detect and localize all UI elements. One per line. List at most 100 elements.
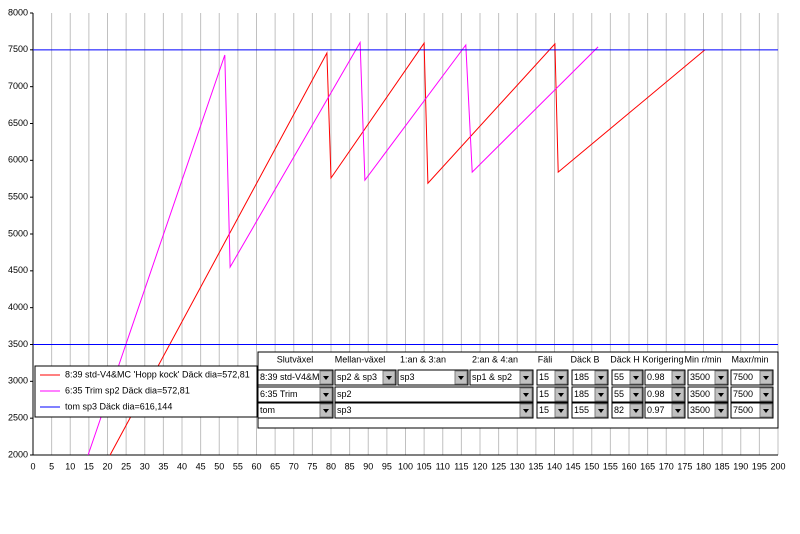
x-tick-label: 20 <box>102 461 112 471</box>
column-header: Korigering <box>642 354 683 364</box>
y-tick-label: 4500 <box>8 265 28 275</box>
y-tick-label: 4000 <box>8 302 28 312</box>
column-header: 1:an & 3:an <box>400 354 446 364</box>
x-tick-label: 175 <box>677 461 692 471</box>
dropdown-value: 3500 <box>690 389 710 399</box>
dropdown-field[interactable] <box>334 402 534 419</box>
dropdown-value: 7500 <box>733 389 753 399</box>
x-tick-label: 55 <box>233 461 243 471</box>
dropdown-arrow <box>558 393 564 397</box>
dropdown-arrow <box>323 376 329 380</box>
legend-label: 8:39 std-V4&MC 'Hopp kock' Däck dia=572,… <box>65 369 250 379</box>
x-tick-label: 195 <box>752 461 767 471</box>
dropdown-arrow <box>523 393 529 397</box>
dropdown-arrow <box>558 376 564 380</box>
x-tick-label: 180 <box>696 461 711 471</box>
dropdown-arrow <box>598 393 604 397</box>
dropdown-arrow <box>718 409 724 413</box>
dropdown-value: 185 <box>574 389 589 399</box>
x-tick-label: 90 <box>363 461 373 471</box>
dropdown-value: 7500 <box>733 405 753 415</box>
x-tick-label: 130 <box>510 461 525 471</box>
x-tick-label: 155 <box>603 461 618 471</box>
column-header: Mellan-växel <box>335 354 386 364</box>
x-tick-label: 60 <box>251 461 261 471</box>
column-header: Min r/min <box>684 354 721 364</box>
legend-box <box>34 365 258 418</box>
dropdown-arrow <box>718 393 724 397</box>
dropdown-value: 185 <box>574 372 589 382</box>
y-tick-label: 6500 <box>8 118 28 128</box>
x-tick-label: 85 <box>345 461 355 471</box>
dropdown-field[interactable] <box>334 386 534 403</box>
dropdown-field[interactable] <box>397 369 469 386</box>
dropdown-value: 15 <box>539 405 549 415</box>
x-tick-label: 110 <box>436 461 450 471</box>
y-tick-label: 2000 <box>8 449 28 459</box>
x-tick-label: 80 <box>326 461 336 471</box>
y-tick-label: 6000 <box>8 155 28 165</box>
dropdown-value: 82 <box>614 405 624 415</box>
dropdown-value: 6:35 Trim <box>260 389 298 399</box>
dropdown-value: 3500 <box>690 405 710 415</box>
x-tick-label: 165 <box>640 461 655 471</box>
dropdown-arrow <box>675 409 681 413</box>
dropdown-arrow <box>598 376 604 380</box>
dropdown-arrow <box>763 393 769 397</box>
x-tick-label: 135 <box>528 461 543 471</box>
dropdown-arrow <box>323 409 329 413</box>
y-tick-label: 7000 <box>8 81 28 91</box>
legend: 8:39 std-V4&MC 'Hopp kock' Däck dia=572,… <box>34 365 258 418</box>
x-tick-label: 10 <box>65 461 75 471</box>
x-tick-label: 100 <box>398 461 413 471</box>
y-tick-label: 3500 <box>8 339 28 349</box>
dropdown-field[interactable] <box>469 369 534 386</box>
x-tick-label: 170 <box>659 461 674 471</box>
dropdown-value: 15 <box>539 372 549 382</box>
x-tick-label: 25 <box>121 461 131 471</box>
x-tick-label: 200 <box>770 461 785 471</box>
y-tick-label: 5000 <box>8 228 28 238</box>
x-tick-label: 35 <box>158 461 168 471</box>
x-tick-label: 0 <box>30 461 35 471</box>
x-tick-label: 190 <box>733 461 748 471</box>
series-line <box>109 41 706 456</box>
dropdown-value: 8:39 std-V4&MC <box>260 372 327 382</box>
legend-label: 6:35 Trim sp2 Däck dia=572,81 <box>65 385 190 395</box>
x-tick-label: 95 <box>382 461 392 471</box>
dropdown-arrow <box>633 393 639 397</box>
dropdown-value: 0.98 <box>647 372 665 382</box>
x-tick-label: 15 <box>84 461 94 471</box>
dropdown-field[interactable] <box>334 369 397 386</box>
dropdown-value: sp2 <box>337 389 352 399</box>
series-line <box>87 40 599 456</box>
x-tick-label: 105 <box>417 461 432 471</box>
dropdown-arrow <box>718 376 724 380</box>
y-tick-label: 8000 <box>8 7 28 17</box>
column-header: Fäli <box>538 354 553 364</box>
dropdown-arrow <box>633 409 639 413</box>
dropdown-value: tom <box>260 405 275 415</box>
x-tick-label: 185 <box>715 461 730 471</box>
column-header: 2:an & 4:an <box>472 354 518 364</box>
y-tick-label: 3000 <box>8 376 28 386</box>
dropdown-value: sp3 <box>400 372 415 382</box>
dropdown-value: 0.98 <box>647 389 665 399</box>
dropdown-value: 155 <box>574 405 589 415</box>
dropdown-field[interactable] <box>257 386 334 403</box>
dropdown-arrow <box>386 376 392 380</box>
dropdown-field[interactable] <box>257 369 334 386</box>
dropdown-arrow <box>323 393 329 397</box>
settings-form: Slutväxel Mellan-växel 1:an & 3:an 2:an & 4… <box>257 351 779 429</box>
dropdown-field[interactable] <box>257 402 334 419</box>
dropdown-arrow <box>523 409 529 413</box>
dropdown-value: 3500 <box>690 372 710 382</box>
x-tick-label: 140 <box>547 461 562 471</box>
x-tick-label: 115 <box>454 461 468 471</box>
column-header: Däck B <box>570 354 599 364</box>
y-tick-label: 5500 <box>8 192 28 202</box>
dropdown-arrow <box>675 393 681 397</box>
x-tick-label: 65 <box>270 461 280 471</box>
x-tick-label: 125 <box>491 461 506 471</box>
dropdown-arrow <box>598 409 604 413</box>
